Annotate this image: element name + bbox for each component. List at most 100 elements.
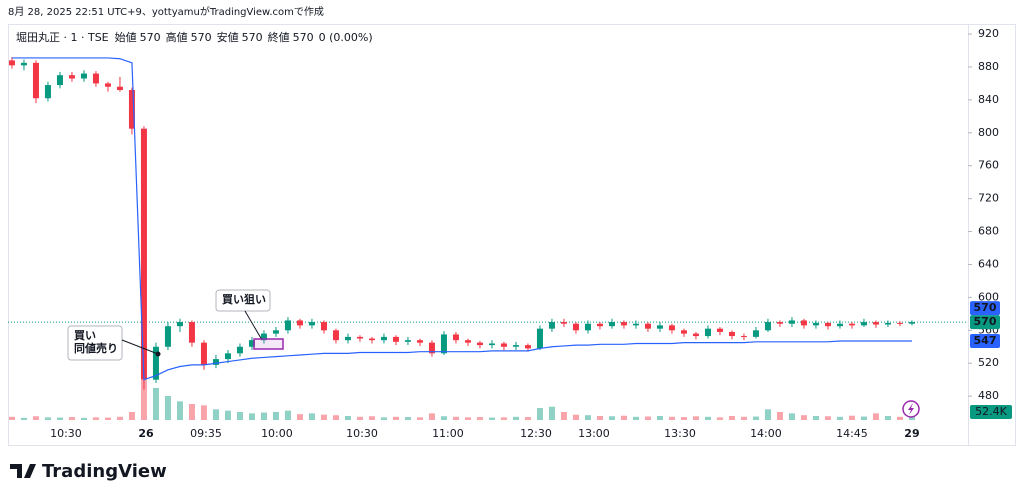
candle-body (488, 343, 495, 346)
y-tick-label: 480 (978, 389, 999, 402)
volume-bar (644, 416, 651, 420)
candle-body (800, 320, 807, 326)
chart-frame (8, 24, 1016, 446)
annotation-text: 買い (74, 329, 96, 342)
candle-body (776, 322, 783, 324)
volume-bar (440, 416, 447, 420)
candle-body (284, 320, 291, 331)
candle-body (788, 320, 795, 324)
volume-bar (584, 415, 591, 420)
candle-body (644, 323, 651, 329)
candle-body (836, 323, 843, 327)
candle-body (848, 323, 855, 326)
x-tick-label: 10:30 (50, 427, 82, 440)
candle-body (500, 343, 507, 347)
price-label: 570 (974, 301, 997, 314)
volume-label: 52.4K (975, 405, 1007, 418)
volume-bar (776, 412, 783, 420)
volume-bar (200, 405, 207, 420)
candle-body (716, 328, 723, 332)
volume-bar (128, 412, 135, 420)
volume-bar (32, 416, 39, 420)
price-label-bg (970, 315, 1000, 330)
volume-bar (752, 416, 759, 420)
volume-bar (464, 417, 471, 420)
volume-bar (800, 415, 807, 420)
candle-body (632, 323, 639, 326)
price-label: 570 (974, 315, 997, 328)
volume-bar (548, 406, 555, 420)
candle-body (548, 322, 555, 329)
annotation-box (215, 289, 271, 312)
legend-symbol: 堀田丸正 · 1 · TSE (16, 31, 109, 44)
candle-body (596, 323, 603, 327)
alert-bolt (908, 403, 914, 415)
candle-body (512, 345, 519, 347)
candle-body (104, 83, 111, 87)
candle-body (176, 322, 183, 327)
candle-body (236, 346, 243, 354)
candle-body (380, 336, 387, 341)
volume-bar (404, 417, 411, 420)
y-tick-label: 680 (978, 225, 999, 238)
volume-bar (524, 417, 531, 420)
volume-bar (92, 417, 99, 420)
legend-value: 570 (293, 31, 314, 44)
candle-body (392, 336, 399, 342)
candle-body (668, 325, 675, 331)
candle-body (248, 340, 255, 347)
volume-bar (248, 413, 255, 420)
volume-bar (608, 416, 615, 420)
volume-bar (20, 417, 27, 420)
volume-bar (512, 416, 519, 420)
candle-body (8, 60, 15, 66)
candle-body (656, 325, 663, 329)
volume-bar (572, 414, 579, 420)
candle-body (704, 328, 711, 337)
candle-body (896, 322, 903, 324)
volume-bar (344, 416, 351, 420)
volume-bar (116, 416, 123, 420)
logo-icon (10, 464, 36, 478)
volume-bar (656, 416, 663, 420)
y-tick-label: 520 (978, 356, 999, 369)
candle-body (680, 330, 687, 334)
candle-body (140, 128, 147, 380)
volume-bar (896, 416, 903, 420)
candle-body (32, 62, 39, 99)
candle-body (68, 75, 75, 79)
legend-value: 570 (191, 31, 212, 44)
volume-bar (812, 416, 819, 420)
volume-bar (152, 388, 159, 420)
volume-bar (380, 417, 387, 420)
volume-bar (824, 416, 831, 420)
candle-body (560, 322, 567, 324)
volume-bar (272, 412, 279, 420)
candle-body (188, 322, 195, 343)
volume-bar (260, 412, 267, 420)
candle-body (536, 328, 543, 349)
volume-bar (332, 415, 339, 420)
y-tick-label: 760 (978, 159, 999, 172)
logo-text: TradingView (42, 461, 167, 482)
candle-body (608, 322, 615, 327)
y-tick-label: 640 (978, 257, 999, 270)
candle-body (416, 340, 423, 343)
candle-body (524, 345, 531, 349)
volume-bar (56, 417, 63, 420)
candle-body (572, 323, 579, 331)
volume-bar (728, 416, 735, 420)
annotation-text: 買い狙い (222, 293, 266, 306)
volume-bar (236, 412, 243, 420)
candle-body (332, 330, 339, 341)
volume-bar (836, 416, 843, 420)
volume-bar (704, 416, 711, 420)
volume-bar (764, 409, 771, 420)
volume-bar (632, 416, 639, 420)
candle-body (44, 85, 51, 99)
candle-body (464, 340, 471, 343)
volume-bar (284, 410, 291, 420)
volume-bar (224, 410, 231, 420)
